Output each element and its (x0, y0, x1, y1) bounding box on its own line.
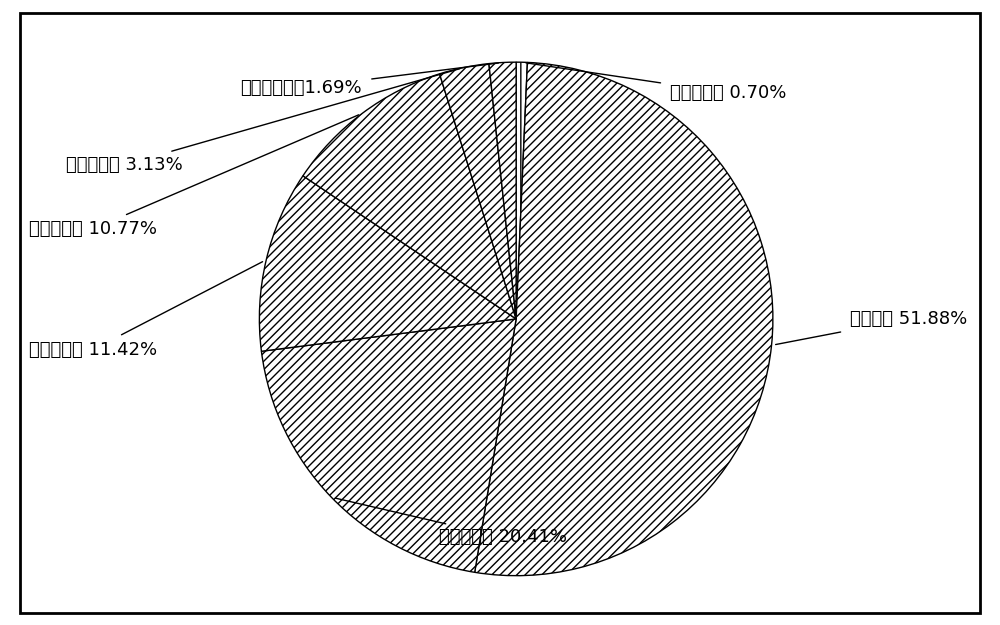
Text: 油酸甲酯 51.88%: 油酸甲酯 51.88% (776, 310, 967, 344)
Text: 豆蔻酸甲酯 3.13%: 豆蔻酸甲酯 3.13% (66, 69, 460, 174)
Wedge shape (261, 319, 516, 572)
Wedge shape (489, 62, 516, 319)
Wedge shape (516, 62, 527, 319)
Wedge shape (303, 74, 516, 319)
Wedge shape (259, 176, 516, 351)
Text: 十七酸甲酯 0.70%: 十七酸甲酯 0.70% (526, 63, 787, 102)
Text: 硬脂酸甲酯 11.42%: 硬脂酸甲酯 11.42% (29, 262, 263, 359)
Text: 亚油酸甲酯 10.77%: 亚油酸甲酯 10.77% (29, 115, 359, 238)
Wedge shape (475, 62, 773, 576)
Wedge shape (440, 64, 516, 319)
Text: 棕榈酸甲酯 20.41%: 棕榈酸甲酯 20.41% (335, 498, 567, 546)
Text: 棕榈油酸甲酯1.69%: 棕榈油酸甲酯1.69% (240, 63, 498, 97)
